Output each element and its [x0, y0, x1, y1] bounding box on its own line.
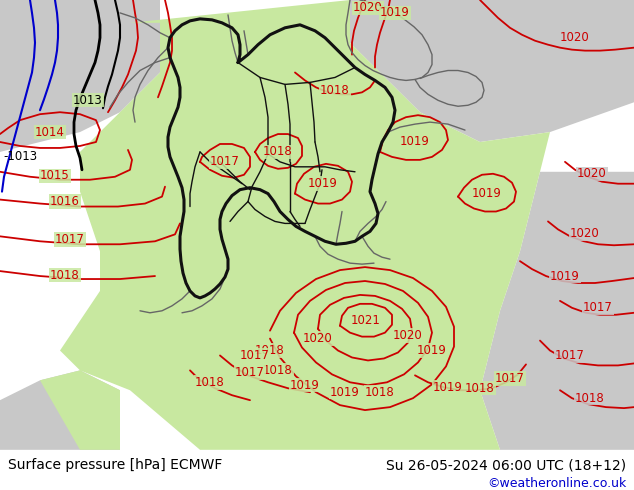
Text: 1018: 1018	[50, 269, 80, 282]
Text: 1021: 1021	[351, 314, 381, 327]
Text: 1019: 1019	[472, 187, 502, 200]
Text: 1018: 1018	[195, 376, 225, 389]
Text: 1018: 1018	[365, 386, 395, 399]
Text: 1014: 1014	[35, 125, 65, 139]
Text: 1019: 1019	[290, 379, 320, 392]
Polygon shape	[480, 172, 634, 450]
Text: 1018: 1018	[263, 364, 293, 377]
Text: 1017: 1017	[55, 233, 85, 246]
Text: 1017: 1017	[495, 372, 525, 385]
Text: 1018: 1018	[263, 146, 293, 158]
Text: 1020: 1020	[570, 227, 600, 240]
Text: 1019: 1019	[400, 136, 430, 148]
Text: 1018: 1018	[575, 392, 605, 405]
Text: 1020: 1020	[303, 332, 333, 345]
Text: -1013: -1013	[3, 150, 37, 163]
Text: 1013: 1013	[73, 94, 103, 107]
Text: 1020: 1020	[393, 329, 423, 342]
Text: 1019: 1019	[550, 270, 580, 283]
Text: Su 26-05-2024 06:00 UTC (18+12): Su 26-05-2024 06:00 UTC (18+12)	[386, 458, 626, 472]
Polygon shape	[400, 13, 445, 33]
Text: 1020: 1020	[577, 167, 607, 180]
Text: 1017: 1017	[240, 349, 270, 362]
Polygon shape	[40, 0, 550, 450]
Text: 1020: 1020	[560, 31, 590, 44]
Text: 1019: 1019	[308, 177, 338, 190]
Polygon shape	[350, 0, 634, 142]
Text: 1019: 1019	[380, 6, 410, 20]
Text: 1015: 1015	[40, 169, 70, 182]
Text: 1018: 1018	[255, 344, 285, 357]
Text: 1017: 1017	[555, 349, 585, 362]
Text: 1018: 1018	[320, 84, 350, 97]
Text: 1018: 1018	[465, 382, 495, 395]
Polygon shape	[0, 370, 120, 450]
Text: 1020: 1020	[353, 1, 383, 14]
Text: 1017: 1017	[583, 301, 613, 314]
Text: 1017: 1017	[210, 155, 240, 169]
Text: 1019: 1019	[330, 386, 360, 399]
Text: 1019: 1019	[433, 381, 463, 394]
Polygon shape	[0, 0, 160, 152]
Text: Surface pressure [hPa] ECMWF: Surface pressure [hPa] ECMWF	[8, 458, 222, 472]
Text: ©weatheronline.co.uk: ©weatheronline.co.uk	[487, 477, 626, 490]
Text: 1017: 1017	[235, 366, 265, 379]
Polygon shape	[355, 23, 395, 38]
Text: 1019: 1019	[417, 344, 447, 357]
Text: 1016: 1016	[50, 195, 80, 208]
